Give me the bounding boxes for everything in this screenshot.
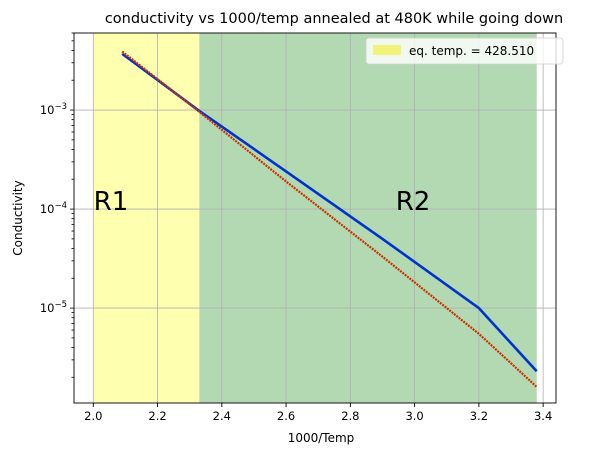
x-tick-label: 3.2 (470, 409, 488, 423)
series-line-2 (121, 50, 538, 388)
y-tick-label: 10−3 (40, 102, 67, 117)
legend-label: eq. temp. = 428.510 (409, 44, 534, 58)
x-tick-label: 2.8 (341, 409, 359, 423)
grid-lines (74, 33, 556, 403)
x-tick-label: 2.0 (84, 409, 102, 423)
shaded-regions (93, 33, 537, 403)
x-axis-label: 1000/Temp (288, 431, 355, 445)
chart-title: conductivity vs 1000/temp annealed at 48… (105, 11, 563, 27)
region-label-r2: R2 (396, 187, 431, 217)
region-r1 (93, 33, 200, 403)
x-tick-label: 2.2 (148, 409, 166, 423)
y-tick-label: 10−4 (40, 201, 67, 216)
data-series (121, 50, 538, 388)
x-tick-label: 2.4 (213, 409, 231, 423)
x-tick-label: 2.6 (277, 409, 295, 423)
x-tick-label: 3.0 (405, 409, 423, 423)
region-label-r1: R1 (94, 187, 129, 217)
region-r2 (199, 33, 537, 403)
legend: eq. temp. = 428.510 (365, 37, 564, 65)
y-axis-label: Conductivity (11, 180, 25, 255)
x-axis-ticks: 2.0 2.2 2.4 2.6 2.8 3.0 3.2 3.4 (84, 403, 552, 423)
legend-swatch (373, 45, 401, 55)
region-labels: R1 R2 (94, 187, 431, 217)
plot-frame (73, 32, 557, 404)
x-tick-label: 3.4 (534, 409, 552, 423)
y-axis-ticks: 10−5 10−4 10−3 (40, 32, 74, 378)
y-tick-label: 10−5 (40, 300, 67, 315)
legend-box (365, 37, 564, 65)
